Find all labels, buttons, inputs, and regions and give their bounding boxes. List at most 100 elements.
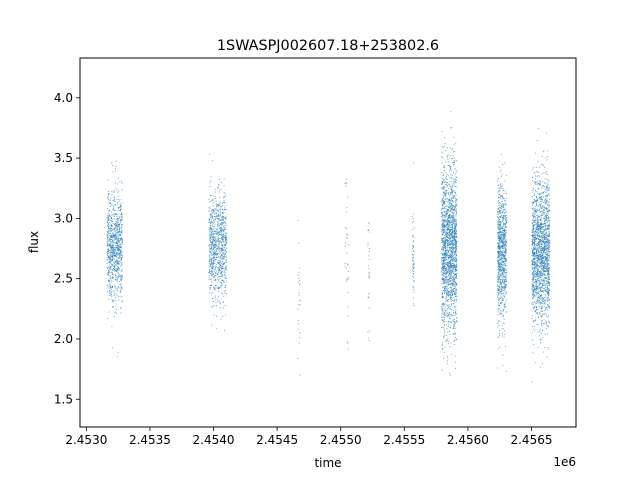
data-point [448,279,450,281]
data-point [456,283,458,284]
data-point [216,248,218,249]
data-point [499,291,501,293]
data-point [226,266,228,268]
data-point [454,322,456,324]
data-point [502,237,504,239]
data-point [444,310,446,312]
data-point [225,222,227,224]
data-point [453,264,455,266]
data-point [112,276,113,278]
data-point [444,200,446,202]
data-point [217,228,219,230]
data-point [210,251,212,253]
data-point [450,258,452,260]
data-point [542,266,544,268]
data-point [441,343,443,345]
data-point [450,210,452,212]
data-point [448,199,450,201]
data-point [446,221,448,223]
data-point [446,292,448,294]
data-point [115,242,117,244]
data-point [442,254,443,256]
data-point [106,216,108,218]
data-point [111,220,112,222]
data-point [442,194,444,196]
data-point [456,259,458,261]
data-point [503,265,505,267]
data-point [541,249,543,250]
data-point [502,212,503,214]
data-point [217,257,219,259]
data-point [213,231,215,232]
data-point [110,224,112,226]
data-point [450,274,452,276]
data-point [454,209,456,211]
data-point [449,345,451,347]
data-point [452,279,454,281]
data-point [538,128,540,130]
data-point [504,257,506,259]
data-point [445,172,447,174]
data-point [501,186,503,188]
data-point [449,375,451,377]
data-point [441,162,443,164]
data-point [212,262,213,264]
data-point [220,266,222,268]
data-point [441,156,443,158]
data-point [119,229,120,231]
data-point [444,278,446,280]
data-point [454,209,456,211]
data-point [444,220,446,222]
data-point [546,250,548,252]
data-point [497,255,499,257]
data-point [447,255,449,256]
data-point [450,167,452,169]
data-point [549,293,550,295]
data-point [112,254,114,255]
data-point [117,222,119,224]
data-point [217,224,219,226]
data-point [208,207,210,209]
data-point [449,230,451,231]
data-point [108,218,110,220]
data-point [345,185,347,187]
data-point [456,199,458,201]
data-point [213,287,215,289]
data-point [445,260,447,262]
data-point [116,270,117,272]
data-point [120,290,121,292]
data-point [443,260,445,262]
data-point [221,254,222,255]
data-point [112,164,114,166]
data-point [209,216,211,218]
data-point [500,263,501,265]
data-point [452,174,454,176]
data-point [505,285,507,286]
data-point [454,225,456,226]
data-point [446,315,448,317]
data-point [449,232,450,234]
data-point [441,183,443,185]
data-point [444,257,446,259]
data-point [535,285,537,287]
data-point [453,205,455,207]
data-point [544,262,546,264]
data-point [452,310,454,311]
data-point [212,238,214,240]
data-point [506,241,507,243]
data-point [441,183,443,185]
data-point [209,218,211,220]
data-point [452,228,454,230]
data-point [498,231,500,233]
data-point [214,299,216,301]
data-point [450,127,452,129]
data-point [505,217,507,218]
data-point [219,219,221,221]
data-point [443,250,445,252]
data-point [120,219,122,221]
data-point [497,309,499,311]
data-point [445,224,447,226]
data-point [501,283,502,285]
data-point [445,235,447,237]
data-point [456,313,458,315]
